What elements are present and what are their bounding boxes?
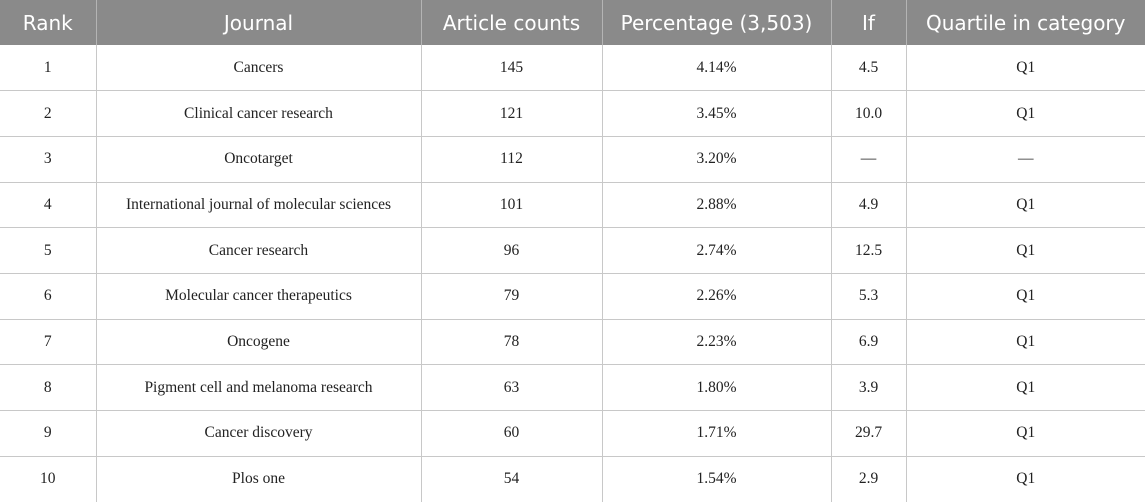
cell-journal: Cancer research: [95, 227, 421, 274]
table-row: 6 Molecular cancer therapeutics 79 2.26%…: [0, 273, 1145, 320]
cell-rank: 4: [0, 182, 96, 229]
cell-journal: Oncogene: [95, 319, 421, 366]
cell-rank: 2: [0, 90, 96, 137]
header-impact-factor: If: [830, 0, 906, 45]
cell-journal: Molecular cancer therapeutics: [95, 273, 421, 320]
cell-rank: 6: [0, 273, 96, 320]
cell-article-count: 145: [420, 45, 602, 92]
table-row: 5 Cancer research 96 2.74% 12.5 Q1: [0, 227, 1145, 274]
cell-journal: Oncotarget: [95, 136, 421, 183]
cell-journal: Cancers: [95, 45, 421, 92]
cell-impact-factor: 3.9: [830, 364, 906, 411]
cell-journal: International journal of molecular scien…: [95, 182, 421, 229]
cell-impact-factor: 4.9: [830, 182, 906, 229]
table-row: 2 Clinical cancer research 121 3.45% 10.…: [0, 90, 1145, 137]
cell-quartile: Q1: [905, 319, 1145, 366]
table-row: 1 Cancers 145 4.14% 4.5 Q1: [0, 45, 1145, 92]
cell-quartile: Q1: [905, 45, 1145, 92]
cell-quartile: —: [905, 136, 1145, 183]
header-row: Rank Journal Article counts Percentage (…: [0, 0, 1145, 45]
cell-quartile: Q1: [905, 182, 1145, 229]
cell-impact-factor: 29.7: [830, 410, 906, 457]
cell-journal: Pigment cell and melanoma research: [95, 364, 421, 411]
table-body: 1 Cancers 145 4.14% 4.5 Q1 2 Clinical ca…: [0, 45, 1145, 502]
cell-impact-factor: 5.3: [830, 273, 906, 320]
cell-journal: Clinical cancer research: [95, 90, 421, 137]
cell-impact-factor: 6.9: [830, 319, 906, 366]
cell-impact-factor: 4.5: [830, 45, 906, 92]
cell-rank: 1: [0, 45, 96, 92]
cell-impact-factor: —: [830, 136, 906, 183]
cell-quartile: Q1: [905, 364, 1145, 411]
table-row: 10 Plos one 54 1.54% 2.9 Q1: [0, 456, 1145, 502]
cell-percentage: 1.71%: [601, 410, 831, 457]
cell-impact-factor: 12.5: [830, 227, 906, 274]
cell-rank: 7: [0, 319, 96, 366]
cell-article-count: 78: [420, 319, 602, 366]
cell-percentage: 2.88%: [601, 182, 831, 229]
cell-article-count: 63: [420, 364, 602, 411]
cell-percentage: 2.26%: [601, 273, 831, 320]
cell-quartile: Q1: [905, 90, 1145, 137]
header-journal: Journal: [95, 0, 421, 45]
cell-rank: 3: [0, 136, 96, 183]
cell-rank: 5: [0, 227, 96, 274]
cell-quartile: Q1: [905, 456, 1145, 502]
cell-article-count: 121: [420, 90, 602, 137]
cell-percentage: 1.80%: [601, 364, 831, 411]
cell-percentage: 2.23%: [601, 319, 831, 366]
cell-impact-factor: 2.9: [830, 456, 906, 502]
cell-journal: Plos one: [95, 456, 421, 502]
cell-quartile: Q1: [905, 273, 1145, 320]
cell-article-count: 112: [420, 136, 602, 183]
cell-percentage: 4.14%: [601, 45, 831, 92]
cell-article-count: 79: [420, 273, 602, 320]
cell-journal: Cancer discovery: [95, 410, 421, 457]
cell-percentage: 2.74%: [601, 227, 831, 274]
table-row: 9 Cancer discovery 60 1.71% 29.7 Q1: [0, 410, 1145, 457]
cell-article-count: 101: [420, 182, 602, 229]
table-row: 4 International journal of molecular sci…: [0, 182, 1145, 229]
header-quartile: Quartile in category: [905, 0, 1145, 45]
cell-percentage: 3.20%: [601, 136, 831, 183]
cell-article-count: 54: [420, 456, 602, 502]
table-row: 3 Oncotarget 112 3.20% — —: [0, 136, 1145, 183]
cell-article-count: 60: [420, 410, 602, 457]
table-row: 8 Pigment cell and melanoma research 63 …: [0, 364, 1145, 411]
cell-rank: 10: [40, 470, 56, 488]
cell-rank: 8: [0, 364, 96, 411]
cell-percentage: 1.54%: [601, 456, 831, 502]
cell-percentage: 3.45%: [601, 90, 831, 137]
table-row: 7 Oncogene 78 2.23% 6.9 Q1: [0, 319, 1145, 366]
cell-quartile: Q1: [905, 410, 1145, 457]
cell-quartile: Q1: [905, 227, 1145, 274]
header-article-counts: Article counts: [420, 0, 602, 45]
header-rank: Rank: [22, 10, 73, 35]
cell-impact-factor: 10.0: [830, 90, 906, 137]
cell-rank: 9: [0, 410, 96, 457]
table-header: Rank Journal Article counts Percentage (…: [0, 0, 1145, 45]
header-percentage: Percentage (3,503): [601, 0, 831, 45]
cell-article-count: 96: [420, 227, 602, 274]
